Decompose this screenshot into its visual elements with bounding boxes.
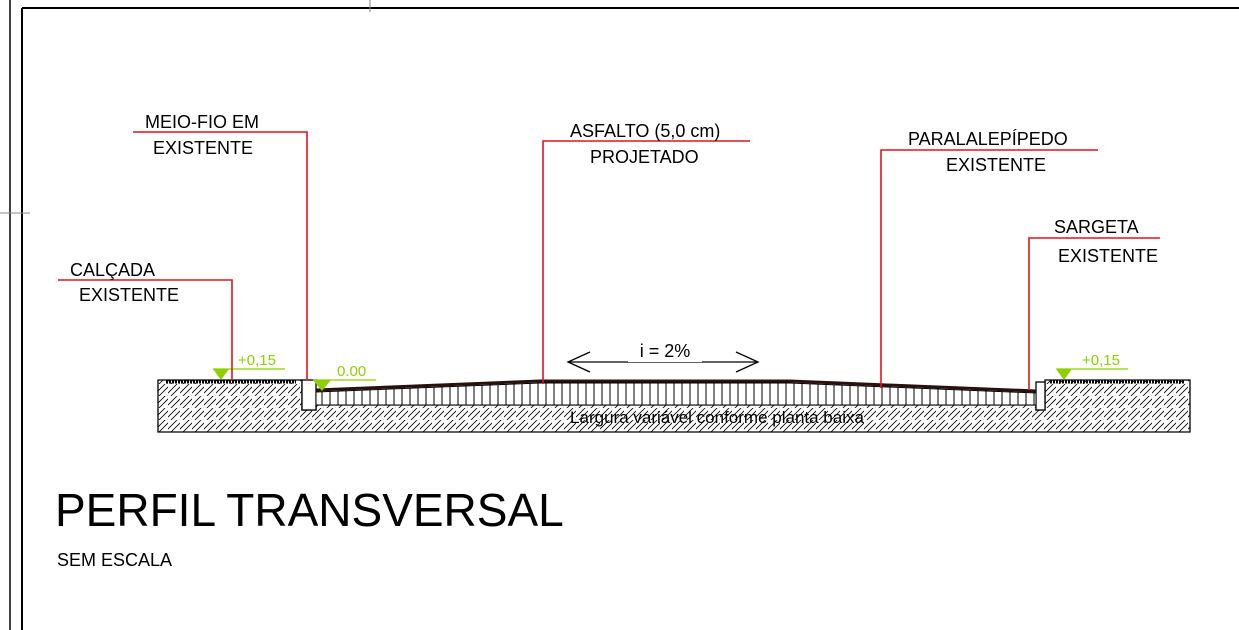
- callout-calcada-line1: CALÇADA: [70, 260, 155, 280]
- callout-asfalto-line2: PROJETADO: [590, 147, 699, 167]
- callout-sargeta-line2: EXISTENTE: [1058, 246, 1158, 266]
- callout-sargeta-line1: SARGETA: [1054, 217, 1139, 237]
- paving-layer: [315, 382, 1037, 406]
- callout-asfalto: [542, 140, 750, 384]
- callout-paralelepipedo-line1: PARALALEPÍPEDO: [908, 129, 1068, 149]
- callout-calcada: [58, 279, 233, 380]
- callout-meio-fio-line2: EXISTENTE: [153, 138, 253, 158]
- right-curb: [1035, 381, 1046, 411]
- drawing-subtitle: SEM ESCALA: [57, 550, 172, 570]
- callout-meio-fio-line1: MEIO-FIO EM: [145, 112, 259, 132]
- asphalt-layer: [315, 379, 1037, 393]
- callout-asfalto-line1: ASFALTO (5,0 cm): [570, 121, 720, 141]
- callout-sargeta: [1028, 237, 1160, 390]
- road-section: [157, 379, 1191, 433]
- elevation-marker-right: +0,15: [1056, 352, 1128, 380]
- callout-paralelepipedo: [880, 149, 1098, 388]
- elevation-marker-gutter: 0.00: [313, 363, 376, 391]
- callout-calcada-line2: EXISTENTE: [79, 285, 179, 305]
- svg-text:0.00: 0.00: [337, 363, 366, 380]
- slope-label: i = 2%: [640, 341, 691, 361]
- callout-paralelepipedo-line2: EXISTENTE: [946, 155, 1046, 175]
- width-note: Largura variável conforme planta baixa: [570, 408, 864, 427]
- svg-text:+0,15: +0,15: [1082, 352, 1120, 369]
- left-curb: [301, 379, 317, 411]
- slope-arrow: i = 2%: [566, 340, 760, 373]
- svg-text:+0,15: +0,15: [238, 352, 276, 369]
- drawing-title: PERFIL TRANSVERSAL: [55, 484, 564, 536]
- elevation-marker-left: +0,15: [213, 352, 285, 380]
- callout-meio-fio: [133, 131, 308, 380]
